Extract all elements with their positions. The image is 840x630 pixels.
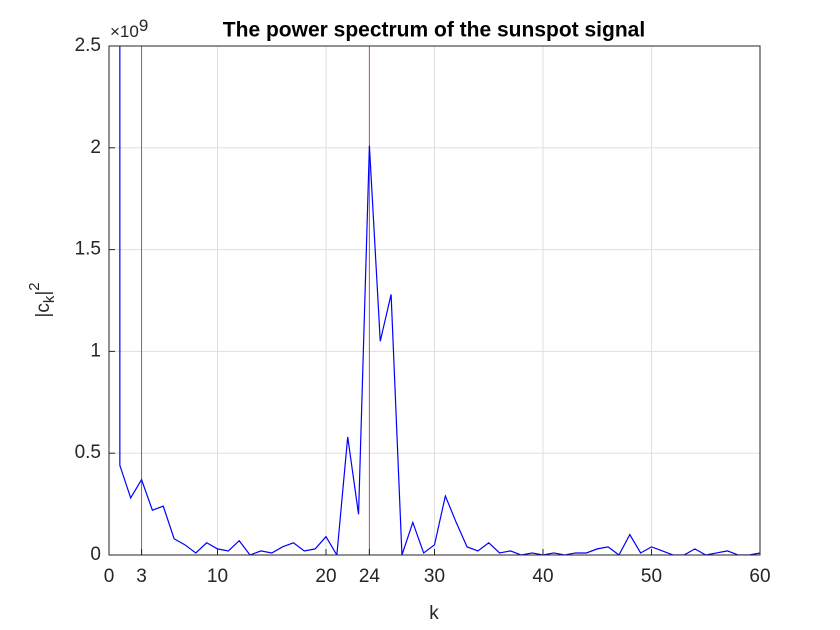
x-tick-label: 3 <box>136 566 147 587</box>
y-label-sup: 2 <box>26 282 43 290</box>
y-tick-label: 1.5 <box>75 239 101 260</box>
x-tick-label: 10 <box>207 566 228 587</box>
y-axis-label: |ck|2 <box>26 282 58 317</box>
exponent-power: 9 <box>139 16 148 35</box>
exponent-base: ×10 <box>110 22 139 41</box>
y-tick-label: 2.5 <box>75 35 101 56</box>
plot-area <box>119 46 760 555</box>
y-exponent: ×109 <box>110 16 148 41</box>
chart-title: The power spectrum of the sunspot signal <box>223 19 645 42</box>
y-tick-label: 1 <box>90 340 101 361</box>
y-tick-label: 2 <box>90 137 101 158</box>
y-label-sub: k <box>41 295 58 303</box>
y-label-part: |c <box>33 303 54 317</box>
x-tick-label: 20 <box>315 566 336 587</box>
x-tick-label: 50 <box>641 566 662 587</box>
data-line <box>119 46 760 555</box>
x-tick-label: 0 <box>104 566 115 587</box>
x-tick-label: 60 <box>749 566 770 587</box>
y-tick-label: 0 <box>90 544 101 565</box>
x-axis-label: k <box>429 603 439 624</box>
y-tick-label: 0.5 <box>75 442 101 463</box>
y-label-part: | <box>33 291 54 296</box>
x-tick-label: 30 <box>424 566 445 587</box>
x-tick-label: 40 <box>532 566 553 587</box>
x-tick-label: 24 <box>359 566 381 587</box>
